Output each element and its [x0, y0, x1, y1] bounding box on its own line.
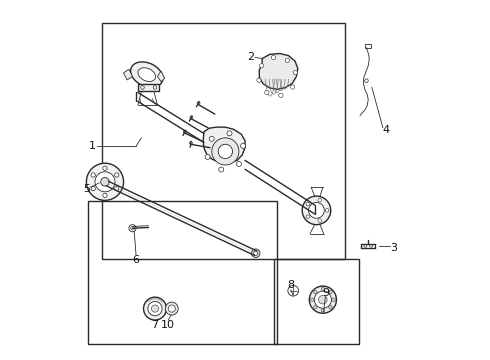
Circle shape [209, 136, 214, 141]
Circle shape [95, 172, 115, 192]
Circle shape [291, 85, 295, 89]
Circle shape [309, 286, 337, 313]
Circle shape [190, 141, 193, 144]
Circle shape [129, 225, 136, 232]
Circle shape [318, 296, 327, 304]
Text: 3: 3 [390, 243, 397, 253]
Circle shape [227, 131, 232, 136]
Circle shape [212, 138, 239, 165]
Circle shape [306, 202, 310, 206]
Circle shape [86, 163, 123, 201]
Circle shape [314, 306, 317, 309]
Circle shape [293, 71, 297, 75]
Circle shape [91, 173, 96, 177]
Circle shape [318, 219, 321, 222]
Circle shape [103, 166, 107, 170]
Circle shape [241, 143, 245, 148]
Circle shape [251, 249, 260, 257]
Circle shape [103, 193, 107, 198]
Circle shape [183, 130, 186, 133]
Polygon shape [157, 71, 165, 82]
Polygon shape [365, 44, 371, 48]
Ellipse shape [138, 68, 156, 81]
Circle shape [314, 290, 317, 294]
Circle shape [302, 196, 331, 225]
Text: 9: 9 [322, 288, 329, 297]
Circle shape [279, 93, 283, 98]
Text: 6: 6 [133, 255, 140, 265]
Circle shape [310, 298, 314, 301]
Bar [88, 202, 277, 344]
Circle shape [218, 144, 232, 158]
Circle shape [321, 309, 325, 312]
Circle shape [197, 102, 200, 104]
Circle shape [253, 251, 258, 255]
Polygon shape [123, 69, 132, 80]
Circle shape [260, 64, 264, 68]
Circle shape [309, 203, 324, 218]
Text: 7: 7 [151, 320, 159, 330]
Circle shape [365, 79, 368, 82]
Circle shape [205, 154, 210, 159]
Circle shape [318, 198, 321, 202]
Circle shape [151, 305, 159, 312]
Bar [102, 23, 345, 258]
Polygon shape [203, 127, 245, 163]
Circle shape [265, 90, 269, 95]
Text: 5: 5 [83, 184, 90, 194]
Circle shape [332, 298, 335, 301]
Circle shape [115, 173, 119, 177]
Polygon shape [259, 54, 298, 89]
Circle shape [168, 305, 175, 312]
FancyBboxPatch shape [138, 84, 159, 91]
Circle shape [271, 55, 275, 60]
Text: 10: 10 [161, 320, 175, 330]
Circle shape [190, 116, 193, 119]
Circle shape [314, 291, 331, 308]
Circle shape [321, 287, 325, 291]
Circle shape [237, 162, 242, 167]
Circle shape [144, 297, 167, 320]
Ellipse shape [131, 62, 163, 87]
Circle shape [364, 244, 367, 247]
Circle shape [325, 208, 329, 212]
Circle shape [329, 306, 332, 309]
Circle shape [165, 302, 178, 315]
Text: 8: 8 [287, 280, 294, 291]
Circle shape [285, 58, 290, 63]
Bar [273, 258, 359, 344]
Circle shape [153, 86, 157, 89]
Circle shape [219, 167, 224, 172]
Circle shape [91, 186, 96, 191]
Text: 1: 1 [89, 141, 96, 151]
Circle shape [257, 78, 261, 82]
Circle shape [141, 86, 144, 89]
Circle shape [369, 244, 372, 247]
Circle shape [306, 215, 310, 219]
Circle shape [148, 301, 162, 316]
Circle shape [329, 290, 332, 294]
Circle shape [100, 177, 109, 186]
Circle shape [131, 226, 134, 230]
Text: 4: 4 [383, 125, 390, 135]
Circle shape [288, 285, 298, 296]
Circle shape [115, 186, 119, 191]
Text: 2: 2 [247, 53, 254, 63]
